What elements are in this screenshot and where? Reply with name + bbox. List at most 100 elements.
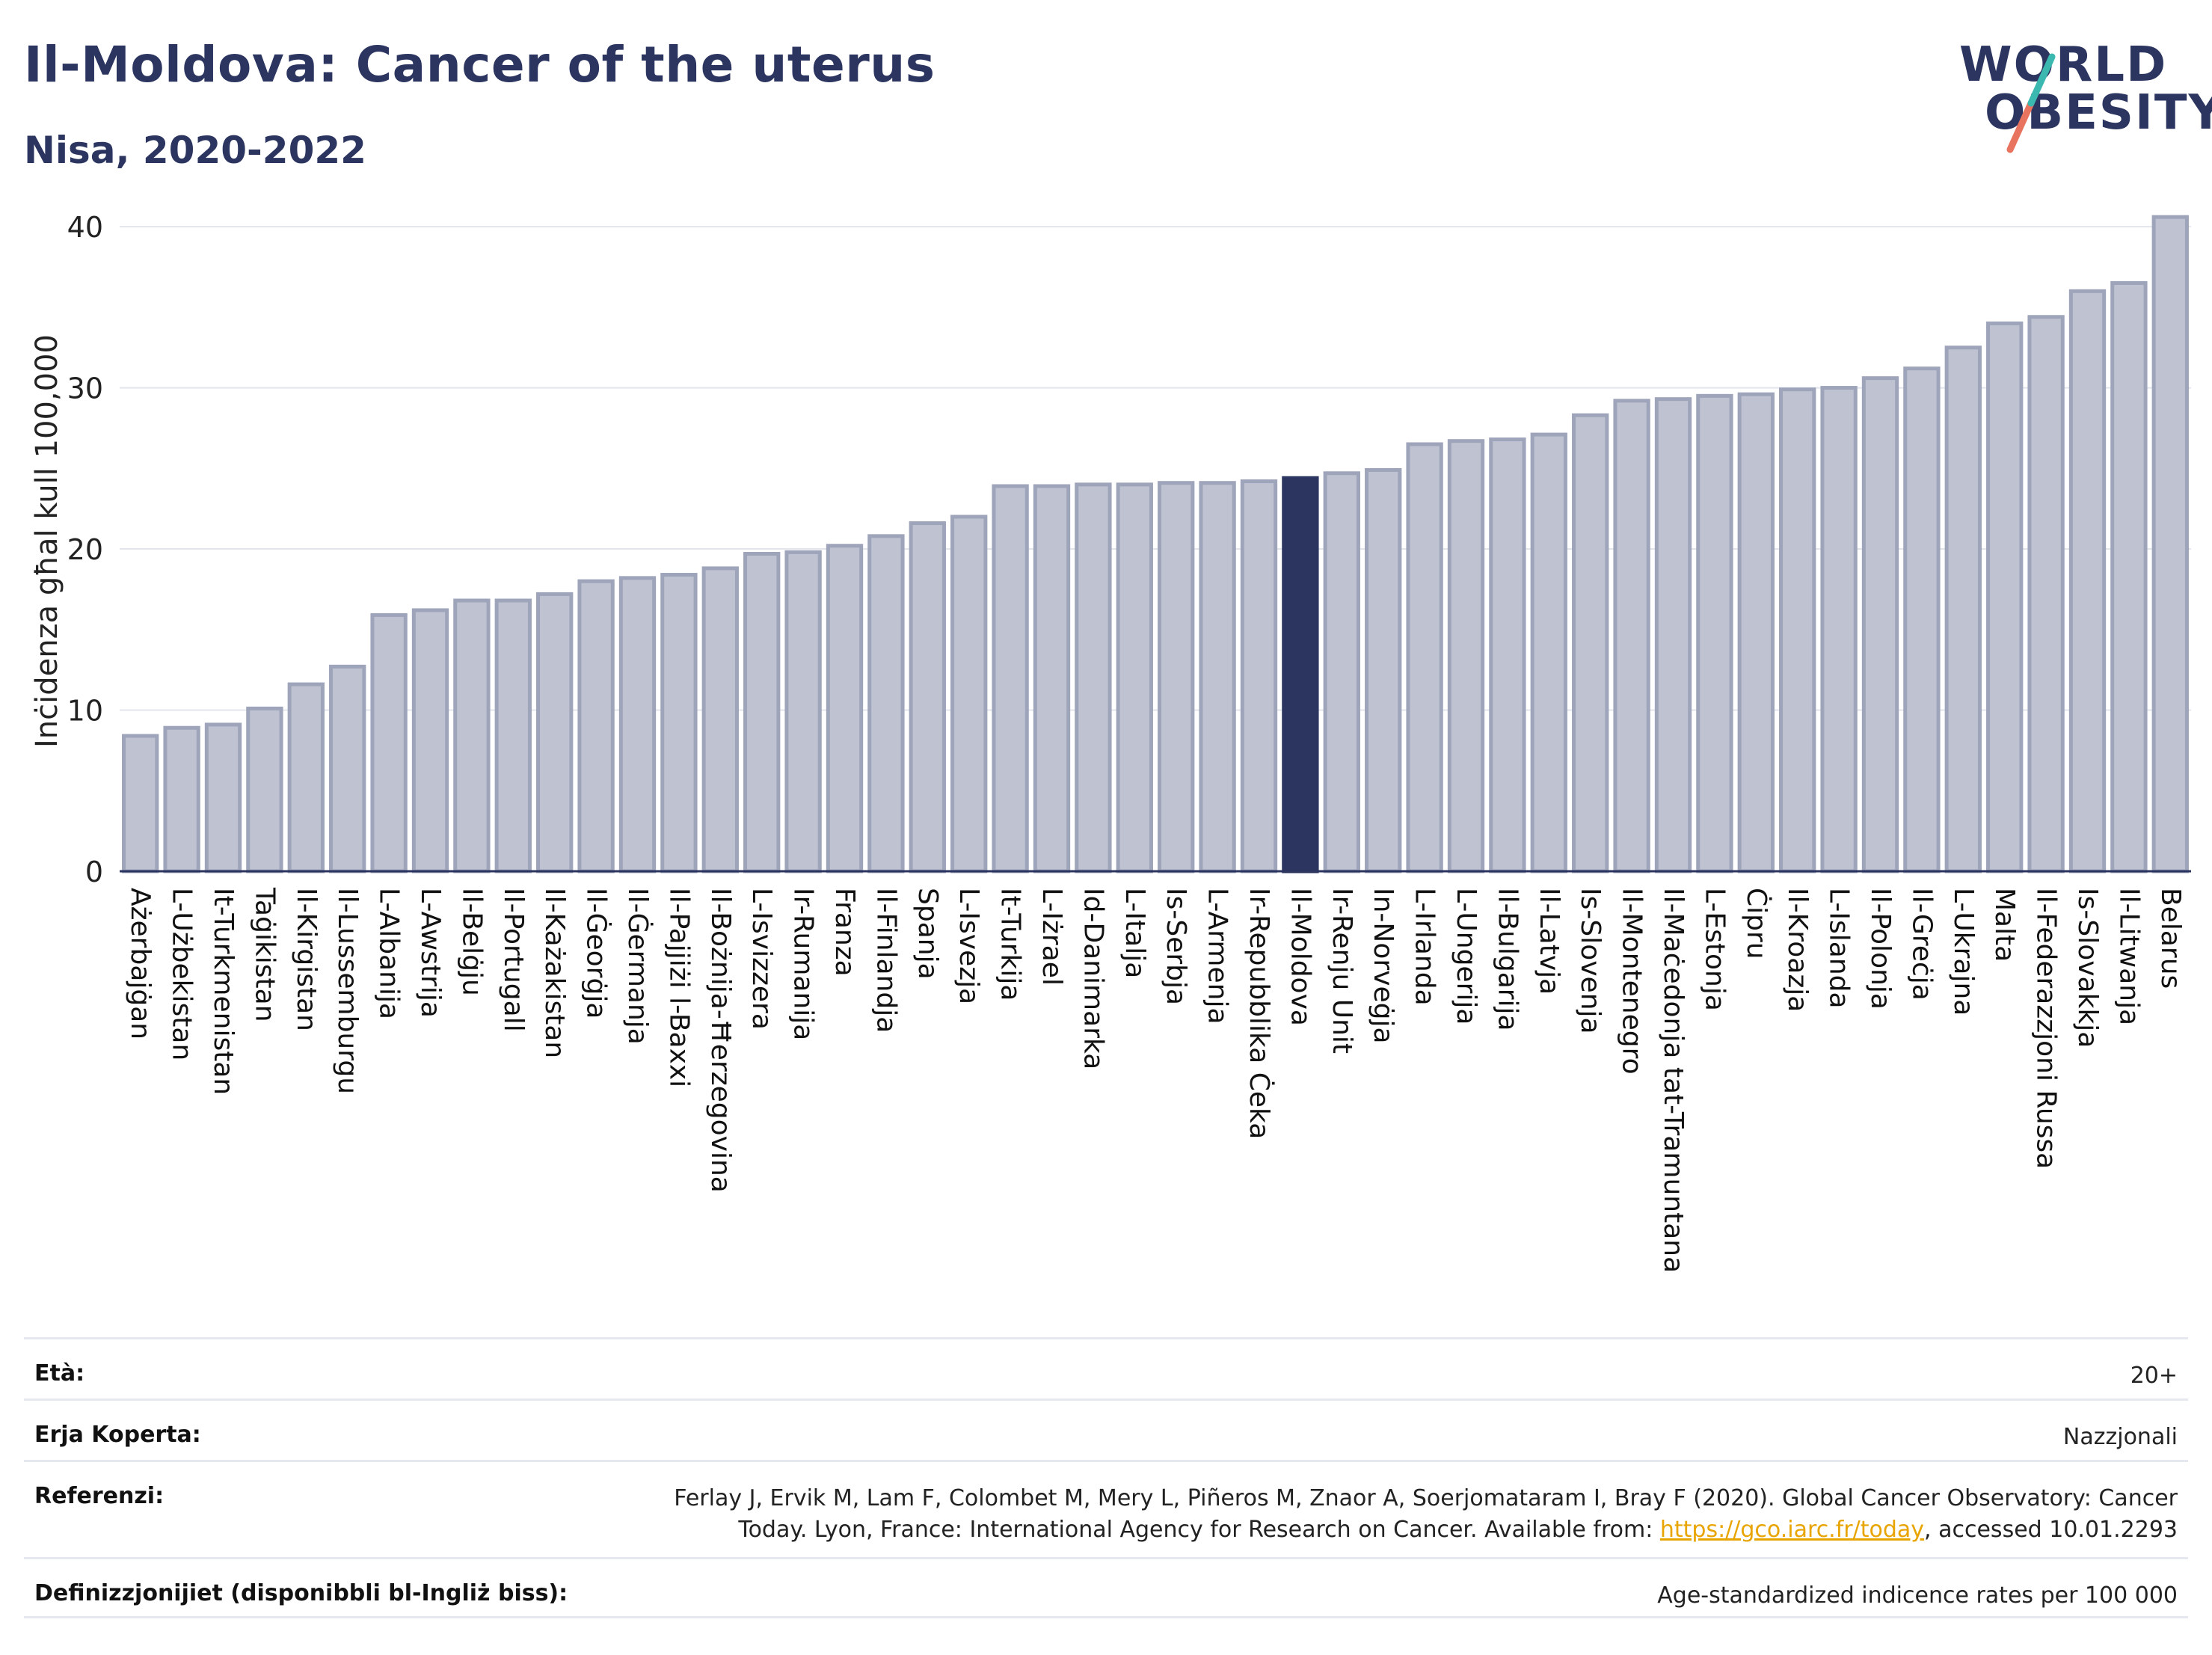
y-tick-label: 30 — [67, 372, 103, 405]
x-tick-label: L-Użbekistan — [167, 888, 197, 1060]
reference-line-1: Ferlay J, Ervik M, Lam F, Colombet M, Me… — [674, 1485, 2178, 1511]
bar — [122, 734, 159, 873]
x-tick-label: L-Isvizzera — [746, 888, 777, 1030]
bar — [246, 706, 283, 873]
x-tick-label: L-Albanija — [374, 888, 405, 1019]
x-tick-label: L-Armenja — [1202, 888, 1233, 1025]
bar — [784, 550, 822, 873]
meta-label-age: Età: — [34, 1360, 85, 1387]
reference-line-2: Today. Lyon, France: International Agenc… — [674, 1514, 2178, 1546]
bar — [909, 521, 946, 873]
bar — [1447, 439, 1485, 873]
bar — [1033, 484, 1071, 873]
x-tick-label: Franza — [829, 888, 860, 977]
bar — [1779, 387, 1816, 873]
x-tick-label: L-Irlanda — [1410, 888, 1440, 1006]
x-tick-label: Il-Montenegro — [1617, 888, 1647, 1075]
meta-value-coverage: Nazzjonali — [2062, 1424, 2178, 1450]
page-title: Il-Moldova: Cancer of the uterus — [24, 36, 936, 93]
x-tick-label: Il-Każakistan — [539, 888, 570, 1058]
x-tick-label: It-Turkija — [995, 888, 1026, 1001]
x-tick-label: Ċipru — [1741, 888, 1772, 959]
bar — [1903, 366, 1941, 873]
x-tick-label: Il-Belġju — [456, 888, 487, 996]
page-subtitle: Nisa, 2020-2022 — [24, 129, 366, 172]
bar — [826, 544, 864, 873]
x-tick-label: Is-Slovenja — [1575, 888, 1606, 1034]
bar — [1406, 442, 1443, 873]
x-tick-label: Il-Federazzjoni Russa — [2031, 888, 2062, 1169]
bar — [2027, 315, 2065, 873]
bar — [1986, 321, 2024, 873]
bar — [992, 484, 1029, 873]
logo-text-obesity: OBESITY — [1985, 85, 2212, 141]
bar — [1861, 376, 1899, 873]
bar — [2110, 281, 2148, 873]
meta-value-definitions: Age-standardized indicence rates per 100… — [1657, 1582, 2178, 1609]
bar — [1240, 479, 1278, 873]
x-tick-label: Ażerbajġan — [125, 888, 156, 1040]
x-tick-label: L-Awstrija — [415, 888, 446, 1018]
x-tick-label: L-Italja — [1119, 888, 1150, 978]
bar — [536, 592, 574, 873]
x-tick-label: Il-Finlandja — [870, 888, 901, 1033]
x-tick-label: L-Isvezja — [953, 888, 984, 1004]
bar — [494, 598, 532, 873]
bar — [411, 608, 449, 873]
meta-label-definitions: Definizzjonijiet (disponibbli bl-Ingliż … — [34, 1580, 568, 1606]
y-tick-label: 20 — [67, 533, 103, 566]
bar — [1944, 346, 1982, 873]
bar — [1530, 432, 1567, 873]
x-tick-label: Malta — [1989, 888, 2020, 962]
meta-row-references: Referenzi: Ferlay J, Ervik M, Lam F, Col… — [24, 1460, 2188, 1557]
x-tick-label: L-Islanda — [1824, 888, 1855, 1009]
world-obesity-logo: WORLD OBESITY — [1952, 37, 2212, 157]
x-tick-label: Il-Kirgistan — [291, 888, 322, 1031]
x-tick-label: It-Turkmenistan — [208, 888, 239, 1095]
x-tick-label: Taġikistan — [249, 887, 280, 1022]
bar — [1654, 397, 1692, 873]
reference-link[interactable]: https://gco.iarc.fr/today — [1659, 1517, 1925, 1543]
bar-highlighted — [1282, 476, 1319, 873]
bar — [743, 552, 781, 873]
bar — [2151, 215, 2189, 873]
x-tick-label: Il-Polonja — [1865, 888, 1896, 1010]
x-tick-label: Il-Bożnija-Ħerzegovina — [705, 888, 736, 1193]
bar — [329, 664, 366, 873]
x-tick-label: Is-Slovakkja — [2072, 888, 2103, 1048]
x-tick-label: Il-Moldova — [1285, 888, 1315, 1026]
meta-row-coverage: Erja Koperta: Nazzjonali — [24, 1398, 2188, 1460]
x-tick-label: Il-Greċja — [1906, 888, 1937, 1001]
bar — [370, 612, 408, 873]
y-tick-label: 40 — [67, 211, 103, 244]
bar — [1116, 482, 1153, 873]
bar — [701, 566, 739, 873]
x-tick-label: Belarus — [2155, 888, 2186, 989]
bar — [204, 722, 242, 873]
bar — [1572, 413, 1609, 873]
x-tick-label: Spanja — [912, 888, 943, 980]
reference-accessed: , accessed 10.01.2293 — [1924, 1517, 2178, 1543]
x-tick-label: Ir-Rumanija — [788, 888, 819, 1040]
x-tick-label: Il-Portugall — [498, 888, 529, 1032]
meta-label-coverage: Erja Koperta: — [34, 1422, 201, 1448]
meta-row-age: Età: 20+ — [24, 1337, 2188, 1398]
bar-chart: 0 10 20 30 40 Ażerbajġan L-Użbekistan It-Turkme… — [67, 211, 2191, 1273]
bar — [1075, 482, 1112, 873]
x-tick-label: Il-Kroazja — [1782, 888, 1813, 1012]
logo-text-world: WORLD — [1959, 37, 2168, 93]
bar — [287, 682, 325, 873]
reference-text: Today. Lyon, France: International Agenc… — [738, 1517, 1660, 1543]
metadata-table: Età: 20+ Erja Koperta: Nazzjonali Refere… — [24, 1337, 2188, 1618]
x-tick-label: L-Iżrael — [1036, 888, 1067, 986]
x-tick-label: Ir-Renju Unit — [1327, 888, 1357, 1054]
bar — [1613, 399, 1650, 873]
bar — [2068, 289, 2107, 873]
y-tick-label: 10 — [67, 695, 103, 728]
x-tick-label: Id-Danimarka — [1078, 888, 1108, 1069]
bar — [1323, 471, 1360, 873]
bar — [1737, 392, 1775, 873]
bar — [577, 579, 615, 873]
x-tick-label: Il-Ġermanja — [622, 888, 654, 1045]
bar — [618, 576, 657, 873]
